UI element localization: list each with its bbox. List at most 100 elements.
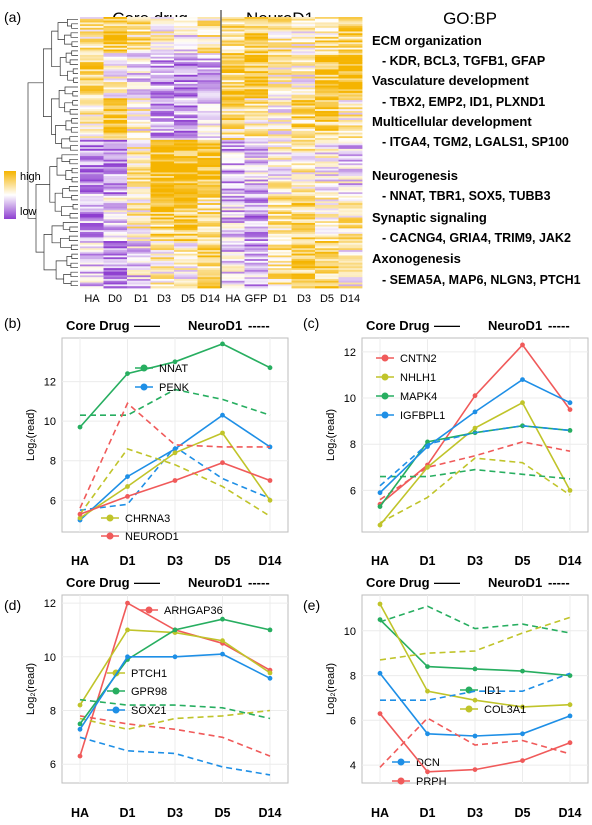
header-neurod1-line-key: ----- xyxy=(248,575,270,590)
dendrogram-branch xyxy=(55,125,66,144)
heatmap-cell xyxy=(315,235,339,238)
heatmap-cell xyxy=(174,154,198,157)
heatmap-cell xyxy=(221,150,245,153)
heatmap-cell xyxy=(127,24,151,27)
heatmap-cell xyxy=(174,203,198,206)
heatmap-cell xyxy=(174,192,198,195)
heatmap-cell xyxy=(338,132,363,135)
heatmap-cell xyxy=(268,154,292,157)
heatmap-cell xyxy=(221,224,245,227)
heatmap-cell xyxy=(103,278,128,282)
heatmap-cell xyxy=(197,38,222,41)
heatmap-color-legend: high low xyxy=(4,171,41,219)
heatmap-cell xyxy=(127,112,151,115)
heatmap-cell xyxy=(244,154,269,157)
heatmap-cell xyxy=(244,188,269,191)
heatmap-cell xyxy=(197,24,222,27)
data-point-NNAT xyxy=(172,359,178,365)
heatmap-cell xyxy=(291,221,316,224)
heatmap-cell xyxy=(244,103,269,106)
heatmap-cell xyxy=(268,253,292,256)
x-tick-label: D5 xyxy=(515,554,531,568)
heatmap-cell xyxy=(80,228,104,231)
heatmap-cell xyxy=(197,154,222,157)
heatmap-cell xyxy=(150,138,175,141)
heatmap-cell xyxy=(80,76,104,79)
heatmap-cell xyxy=(291,277,316,280)
heatmap-cell xyxy=(315,231,339,235)
heatmap-cell xyxy=(174,224,198,227)
heatmap-cell xyxy=(268,145,292,148)
heatmap-cell xyxy=(268,163,292,166)
heatmap-cell xyxy=(244,33,269,36)
heatmap-cell xyxy=(80,130,104,134)
heatmap-cell xyxy=(174,89,198,92)
dendrogram-branch xyxy=(65,52,72,63)
dendrogram-branch xyxy=(68,186,78,192)
heatmap-cell xyxy=(268,22,292,25)
heatmap-cell xyxy=(150,244,175,247)
heatmap-cell xyxy=(244,237,269,240)
heatmap-cell xyxy=(221,63,245,67)
heatmap-cell xyxy=(338,76,363,79)
heatmap-cell xyxy=(174,244,198,247)
heatmap-cell xyxy=(127,175,151,179)
dendrogram-branch xyxy=(56,157,66,176)
heatmap-cell xyxy=(103,53,128,56)
heatmap-cell xyxy=(268,89,292,92)
heatmap-cell xyxy=(338,166,363,170)
heatmap-cell xyxy=(150,282,175,285)
heatmap-cell xyxy=(338,230,363,233)
heatmap-cell xyxy=(338,271,363,274)
heatmap-cell xyxy=(127,92,151,96)
heatmap-cell xyxy=(291,278,316,282)
heatmap-cell xyxy=(127,60,151,63)
heatmap-cell xyxy=(268,20,292,23)
heatmap-cell xyxy=(338,112,363,115)
heatmap-cell xyxy=(174,42,198,45)
heatmap-cell xyxy=(315,143,339,146)
heatmap-cell xyxy=(174,147,198,150)
heatmap-cell xyxy=(150,181,175,184)
heatmap-cell xyxy=(315,250,339,253)
heatmap-cell xyxy=(197,228,222,231)
heatmap-cell xyxy=(244,29,269,32)
heatmap-cell xyxy=(244,141,269,144)
heatmap-cell xyxy=(315,194,339,197)
heatmap-cell xyxy=(127,98,151,101)
heatmap-cell xyxy=(150,56,175,59)
heatmap-cell xyxy=(103,141,128,144)
heatmap-cell xyxy=(103,47,128,50)
heatmap-cell xyxy=(103,161,128,164)
heatmap-cell xyxy=(174,67,198,70)
heatmap-cell xyxy=(291,273,316,276)
heatmap-cell xyxy=(150,203,175,206)
heatmap-cell xyxy=(197,204,222,208)
dendrogram-branch xyxy=(69,136,78,142)
data-point-PTCH1 xyxy=(220,638,225,644)
heatmap-cell xyxy=(80,217,104,220)
heatmap-cell xyxy=(221,165,245,168)
heatmap-column-label: D14 xyxy=(200,293,220,305)
heatmap-cell xyxy=(174,36,198,40)
heatmap-cell xyxy=(338,282,363,285)
heatmap-cell xyxy=(80,260,104,264)
heatmap-cell xyxy=(80,44,104,47)
heatmap-cell xyxy=(197,109,222,112)
heatmap-cell xyxy=(244,157,269,161)
heatmap-cell xyxy=(197,172,222,175)
heatmap-cell xyxy=(221,42,245,45)
heatmap-cell xyxy=(291,125,316,128)
dendrogram-branch xyxy=(63,274,72,284)
heatmap-cell xyxy=(268,87,292,90)
heatmap-cell xyxy=(221,51,245,54)
heatmap-cell xyxy=(244,94,269,97)
dendrogram-branch xyxy=(71,50,78,56)
heatmap-cell xyxy=(291,204,316,208)
heatmap-cell xyxy=(315,260,339,264)
heatmap-cell xyxy=(150,260,175,264)
go-term-genes: - TBX2, EMP2, ID1, PLXND1 xyxy=(382,95,545,109)
heatmap-cell xyxy=(291,174,316,177)
heatmap-cell xyxy=(174,82,198,85)
data-point-IGFBPL1 xyxy=(425,444,430,449)
